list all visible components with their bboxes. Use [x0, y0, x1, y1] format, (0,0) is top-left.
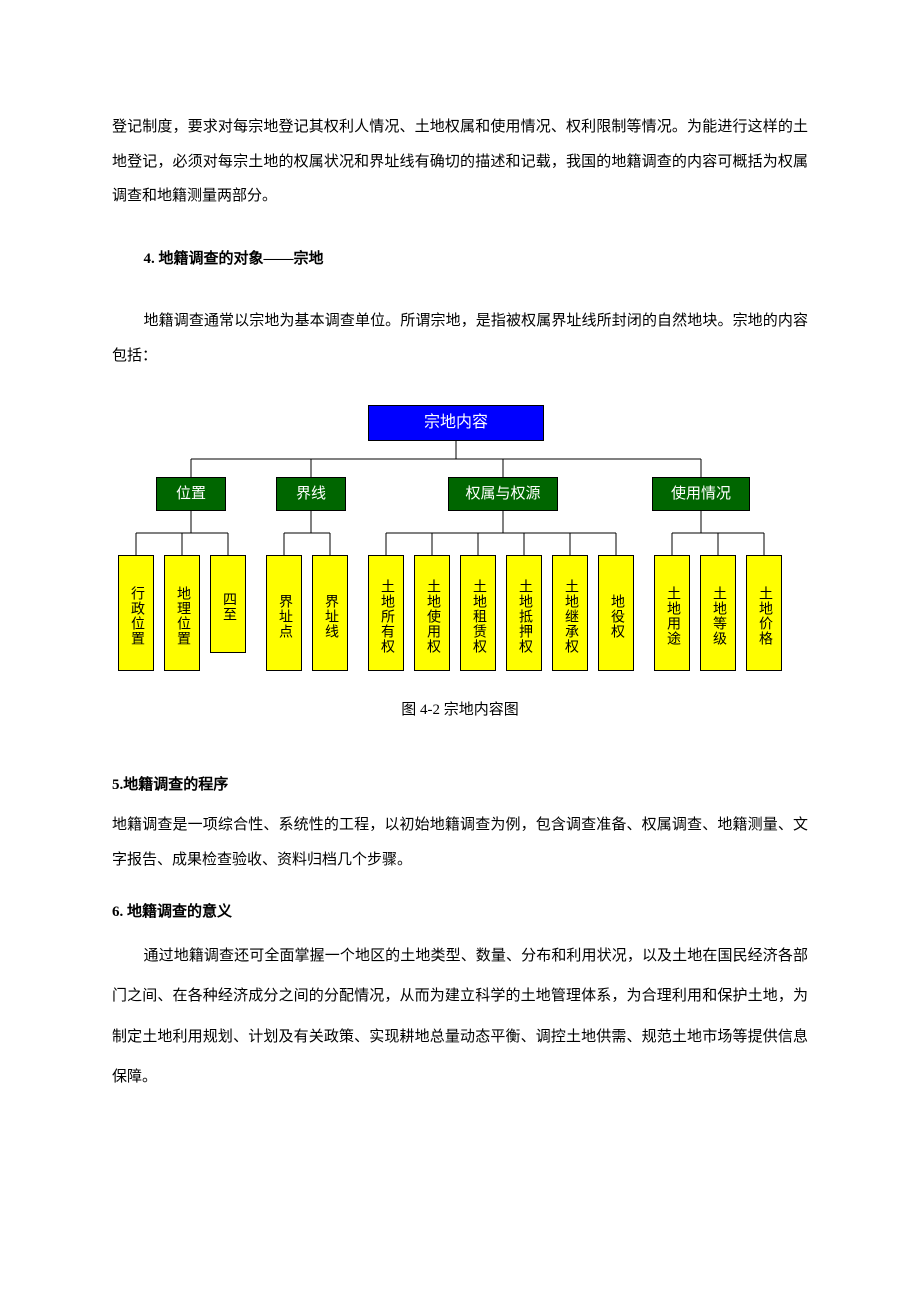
paragraph-6: 通过地籍调查还可全面掌握一个地区的土地类型、数量、分布和利用状况，以及土地在国民… — [112, 936, 808, 1098]
org-category: 使用情况 — [652, 477, 750, 511]
org-leaf: 地理位置 — [164, 555, 200, 671]
org-leaf: 地役权 — [598, 555, 634, 671]
heading-4: 4. 地籍调查的对象——宗地 — [112, 242, 808, 277]
org-leaf: 土地继承权 — [552, 555, 588, 671]
org-leaf: 界址点 — [266, 555, 302, 671]
org-chart-zongdi: 宗地内容位置界线权属与权源使用情况行政位置地理位置四至界址点界址线土地所有权土地… — [118, 405, 808, 685]
org-category: 权属与权源 — [448, 477, 558, 511]
org-leaf: 土地用途 — [654, 555, 690, 671]
org-leaf: 界址线 — [312, 555, 348, 671]
org-category: 界线 — [276, 477, 346, 511]
heading-6: 6. 地籍调查的意义 — [112, 895, 808, 930]
paragraph-intro: 登记制度，要求对每宗地登记其权利人情况、土地权属和使用情况、权利限制等情况。为能… — [112, 110, 808, 214]
org-category: 位置 — [156, 477, 226, 511]
paragraph-4: 地籍调查通常以宗地为基本调查单位。所谓宗地，是指被权属界址线所封闭的自然地块。宗… — [112, 304, 808, 373]
figure-caption: 图 4-2 宗地内容图 — [112, 693, 808, 728]
org-leaf: 行政位置 — [118, 555, 154, 671]
org-leaf: 土地租赁权 — [460, 555, 496, 671]
org-leaf: 土地价格 — [746, 555, 782, 671]
paragraph-5: 地籍调查是一项综合性、系统性的工程，以初始地籍调查为例，包含调查准备、权属调查、… — [112, 808, 808, 877]
org-leaf: 四至 — [210, 555, 246, 653]
heading-5: 5.地籍调查的程序 — [112, 768, 808, 803]
org-leaf: 土地抵押权 — [506, 555, 542, 671]
org-leaf: 土地等级 — [700, 555, 736, 671]
org-root: 宗地内容 — [368, 405, 544, 441]
org-leaf: 土地所有权 — [368, 555, 404, 671]
org-leaf: 土地使用权 — [414, 555, 450, 671]
